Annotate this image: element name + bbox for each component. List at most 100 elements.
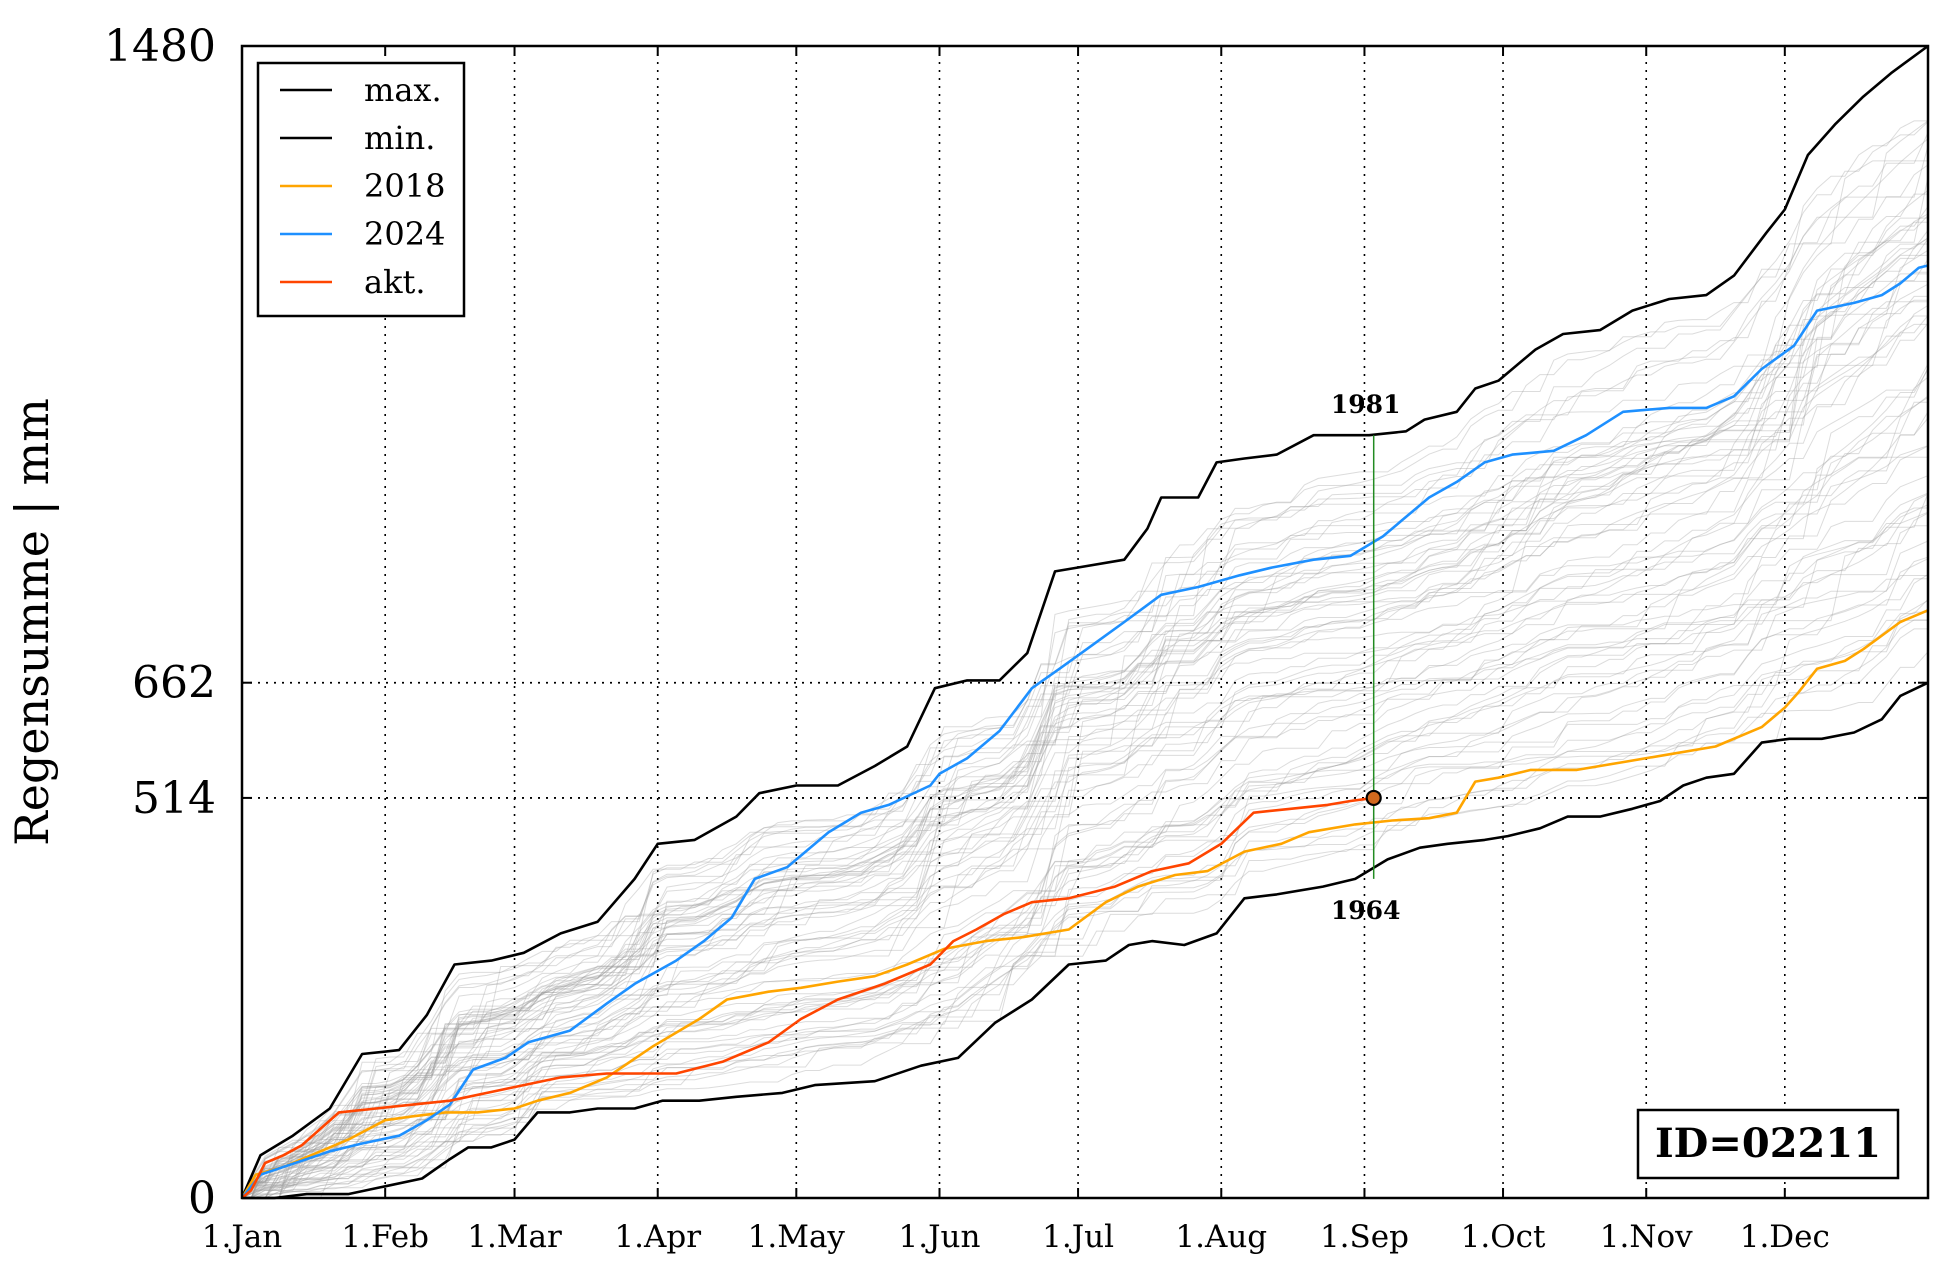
y-axis-label: Regensumme | mm: [5, 398, 59, 846]
background-year-line: [242, 254, 1928, 1199]
x-tick-label: 1.Jul: [1042, 1219, 1114, 1255]
x-tick-label: 1.Feb: [341, 1219, 429, 1255]
background-year-line: [241, 221, 1928, 1199]
background-year-line: [241, 492, 1929, 1199]
background-year-line: [241, 304, 1929, 1199]
background-year-line: [242, 176, 1929, 1199]
x-tick-label: 1.Mar: [467, 1219, 562, 1255]
background-year-line: [241, 258, 1929, 1199]
x-tick-label: 1.Apr: [614, 1219, 701, 1255]
legend-label: 2024: [364, 215, 445, 253]
background-year-line: [241, 456, 1928, 1199]
background-year-line: [241, 578, 1928, 1199]
background-year-line: [242, 363, 1929, 1199]
background-year-line: [241, 299, 1928, 1199]
station-id-box: ID=02211: [1636, 1108, 1900, 1180]
x-tick-label: 1.Oct: [1461, 1219, 1546, 1255]
series-line-akt: [241, 796, 1374, 1199]
y-tick-label: 1480: [104, 21, 216, 72]
station-id-label: ID=02211: [1655, 1120, 1881, 1167]
background-year-line: [242, 190, 1929, 1199]
background-year-line: [242, 445, 1929, 1199]
y-tick-label: 662: [132, 658, 216, 709]
grid-lines: [384, 46, 1786, 1198]
max-year-annotation: 1981: [1331, 390, 1401, 419]
background-year-line: [241, 401, 1928, 1199]
background-year-line: [241, 160, 1928, 1199]
background-year-line: [242, 600, 1929, 1199]
background-year-line: [242, 525, 1928, 1199]
station-id-frame: [1636, 1108, 1900, 1180]
background-year-line: [241, 283, 1929, 1199]
series-layer: [240, 44, 1929, 1200]
x-tick-label: 1.Jun: [899, 1219, 981, 1255]
background-year-line: [241, 273, 1928, 1199]
background-year-line: [241, 229, 1929, 1199]
background-year-line: [242, 511, 1929, 1199]
background-year-line: [242, 164, 1929, 1199]
x-tick-label: 1.Jan: [202, 1219, 282, 1255]
background-year-line: [242, 540, 1929, 1199]
background-year-line: [242, 213, 1929, 1199]
axis-ticks: 1.Jan 1.Feb 1.Mar 1.Apr 1.May 1.Jun 1.Jul 1.Aug…: [104, 21, 1928, 1255]
legend: max. min. 2018 2024 akt.: [256, 61, 466, 318]
background-year-line: [241, 573, 1929, 1199]
background-year-line: [242, 301, 1928, 1199]
background-year-line: [242, 619, 1928, 1199]
background-year-line: [241, 295, 1928, 1199]
series-line-max: [240, 44, 1929, 1199]
background-year-line: [242, 395, 1929, 1199]
background-year-line: [241, 206, 1929, 1199]
x-tick-label: 1.Aug: [1175, 1219, 1267, 1255]
background-year-line: [241, 271, 1928, 1199]
background-year-line: [241, 322, 1929, 1199]
y-tick-label: 514: [132, 773, 216, 824]
background-year-line: [241, 138, 1929, 1199]
background-year-line: [242, 493, 1929, 1199]
x-tick-label: 1.May: [748, 1219, 846, 1255]
background-series: [241, 120, 1929, 1199]
reference-lines: [242, 681, 1928, 799]
background-year-line: [242, 475, 1929, 1199]
background-year-line: [242, 280, 1928, 1199]
background-year-line: [241, 556, 1929, 1199]
background-year-line: [242, 493, 1929, 1199]
background-year-line: [241, 217, 1928, 1199]
background-year-line: [241, 315, 1928, 1199]
background-year-line: [241, 397, 1929, 1199]
background-year-line: [241, 504, 1929, 1199]
plot-frame: [240, 44, 1930, 1200]
series-line-min: [242, 681, 1929, 1200]
background-year-line: [241, 237, 1929, 1199]
legend-label: max.: [364, 71, 442, 109]
min-year-annotation: 1964: [1331, 896, 1401, 925]
background-year-line: [241, 507, 1928, 1199]
legend-box: [256, 61, 466, 318]
background-year-line: [241, 120, 1928, 1199]
background-year-line: [241, 445, 1929, 1199]
background-year-line: [241, 237, 1929, 1199]
background-year-line: [241, 558, 1929, 1199]
x-tick-label: 1.Sep: [1320, 1219, 1409, 1255]
background-year-line: [242, 575, 1928, 1199]
background-year-line: [241, 628, 1928, 1199]
background-year-line: [241, 193, 1928, 1199]
background-year-line: [241, 215, 1929, 1199]
background-year-line: [241, 315, 1929, 1199]
background-year-line: [241, 651, 1929, 1199]
background-year-line: [241, 323, 1928, 1199]
background-year-line: [241, 132, 1929, 1199]
background-year-line: [242, 145, 1929, 1199]
current-value-marker: [1365, 789, 1382, 807]
background-year-line: [242, 411, 1929, 1199]
background-year-line: [242, 368, 1929, 1199]
current-marker-layer: 1981 1964: [1331, 390, 1401, 925]
background-year-line: [242, 619, 1928, 1199]
x-tick-label: 1.Dec: [1740, 1219, 1830, 1255]
background-year-line: [241, 417, 1929, 1199]
background-year-line: [242, 120, 1929, 1199]
series-line-2024: [240, 264, 1929, 1199]
x-tick-label: 1.Nov: [1600, 1219, 1693, 1255]
series-line-2018: [240, 609, 1929, 1199]
